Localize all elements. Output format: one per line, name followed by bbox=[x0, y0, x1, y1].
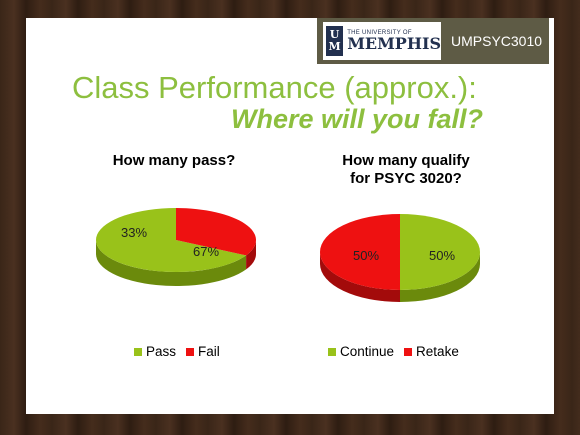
data-label-continue: 50% bbox=[429, 248, 455, 263]
data-label-retake: 50% bbox=[353, 248, 379, 263]
um-logo-mark: U M bbox=[326, 26, 344, 56]
pie-chart-pass: 67% 33% bbox=[96, 208, 256, 286]
course-badge: U M THE UNIVERSITY OF MEMPHIS UMPSYC3010 bbox=[317, 18, 549, 64]
course-code: UMPSYC3010 bbox=[451, 33, 543, 49]
university-logo: U M THE UNIVERSITY OF MEMPHIS bbox=[323, 22, 441, 60]
slide-title: Class Performance (approx.): bbox=[72, 70, 477, 105]
data-label-pass: 67% bbox=[193, 244, 219, 259]
pie-side-retake bbox=[320, 252, 400, 302]
slide-subtitle: Where will you fall? bbox=[231, 104, 484, 134]
data-label-fail: 33% bbox=[121, 225, 147, 240]
legend-pass: Pass Fail bbox=[134, 344, 230, 359]
pie-slice-retake bbox=[320, 214, 400, 290]
chart-title-pass: How many pass? bbox=[112, 152, 236, 169]
slide: U M THE UNIVERSITY OF MEMPHIS UMPSYC3010… bbox=[26, 18, 554, 414]
pie-side-continue bbox=[400, 252, 480, 302]
pie-side-pass bbox=[96, 240, 247, 286]
legend-qualify: Continue Retake bbox=[328, 344, 469, 359]
legend-swatch-fail bbox=[186, 347, 195, 356]
chart-title-qualify: How many qualify for PSYC 3020? bbox=[342, 152, 470, 187]
logo-university-of: THE UNIVERSITY OF bbox=[347, 30, 412, 36]
legend-item-continue: Continue bbox=[328, 344, 394, 359]
legend-swatch-continue bbox=[328, 347, 336, 356]
legend-swatch-pass bbox=[134, 347, 142, 356]
pie-slice-continue bbox=[400, 214, 480, 290]
legend-item-pass: Pass bbox=[134, 344, 176, 359]
pie-slice-fail bbox=[176, 208, 256, 256]
legend-item-retake: Retake bbox=[404, 344, 459, 359]
logo-memphis: MEMPHIS bbox=[347, 34, 441, 53]
pie-slice-pass bbox=[96, 208, 247, 272]
legend-swatch-retake bbox=[404, 347, 413, 356]
pie-chart-qualify: 50% 50% bbox=[320, 214, 480, 302]
legend-item-fail: Fail bbox=[186, 344, 220, 359]
pie-side-fail bbox=[246, 240, 256, 270]
